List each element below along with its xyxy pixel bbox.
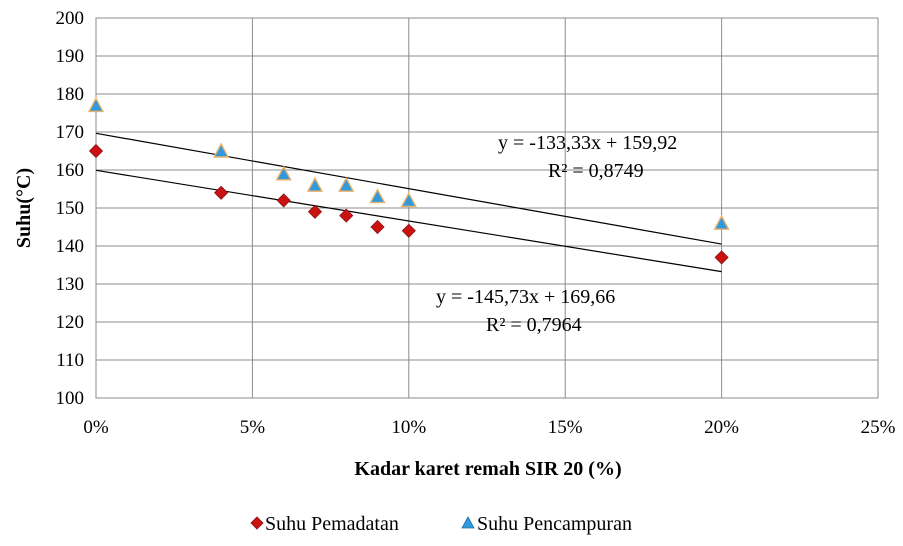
x-tick-label: 0% [83, 417, 109, 438]
annotation-r2-1: R² = 0,8749 [548, 160, 644, 182]
point-pencampuran [369, 188, 386, 204]
y-tick-label: 180 [56, 84, 85, 105]
x-axis-title: Kadar karet remah SIR 20 (%) [354, 458, 621, 480]
trendline-2 [95, 169, 722, 273]
point-pemadatan [370, 219, 385, 235]
trendlines [95, 132, 722, 273]
y-tick-label: 120 [56, 312, 85, 333]
point-pencampuran [713, 214, 730, 230]
data-points [87, 96, 730, 265]
x-tick-label: 5% [240, 417, 266, 438]
point-pencampuran [400, 191, 417, 208]
y-tick-label: 110 [56, 350, 84, 371]
tick-labels: 100 110 120 130 140 150 160 170 180 190 200 0% 5% 10%… [56, 8, 896, 438]
point-pemadatan [276, 193, 291, 208]
point-pemadatan [339, 208, 354, 223]
y-tick-label: 160 [56, 160, 85, 181]
y-tick-label: 170 [56, 122, 85, 143]
point-pemadatan [401, 223, 416, 238]
point-pencampuran [306, 176, 324, 192]
legend-diamond-marker [250, 516, 264, 530]
x-tick-label: 10% [391, 417, 426, 438]
plot-area-border [95, 17, 879, 399]
y-axis-title: Suhu(°C) [13, 168, 35, 248]
point-pencampuran [212, 142, 230, 158]
y-tick-label: 150 [56, 198, 85, 219]
trendline-1 [95, 132, 722, 245]
legend-triangle-marker [461, 516, 475, 529]
y-tick-label: 190 [56, 46, 85, 67]
annotation-r2-2: R² = 0,7964 [486, 314, 582, 336]
annotation-equation-2: y = -145,73x + 169,66 [436, 286, 615, 308]
point-pemadatan [307, 204, 323, 219]
point-pencampuran [275, 165, 292, 181]
grid [95, 17, 879, 399]
y-tick-label: 140 [56, 236, 85, 257]
x-tick-label: 15% [548, 417, 583, 438]
legend-label-pemadatan: Suhu Pemadatan [265, 513, 399, 535]
annotation-equation-1: y = -133,33x + 159,92 [498, 132, 677, 154]
point-pemadatan [88, 143, 104, 159]
y-tick-label: 200 [56, 8, 85, 29]
legend-label-pencampuran: Suhu Pencampuran [477, 513, 632, 535]
x-tick-label: 20% [704, 417, 739, 438]
y-tick-label: 130 [56, 274, 85, 295]
point-pencampuran [338, 176, 355, 192]
point-pencampuran [87, 96, 105, 113]
x-tick-label: 25% [861, 417, 896, 438]
point-pemadatan [214, 185, 229, 200]
legend: Suhu Pemadatan Suhu Pencampuran [250, 513, 632, 535]
point-pemadatan [714, 250, 729, 265]
y-tick-label: 100 [56, 388, 85, 409]
